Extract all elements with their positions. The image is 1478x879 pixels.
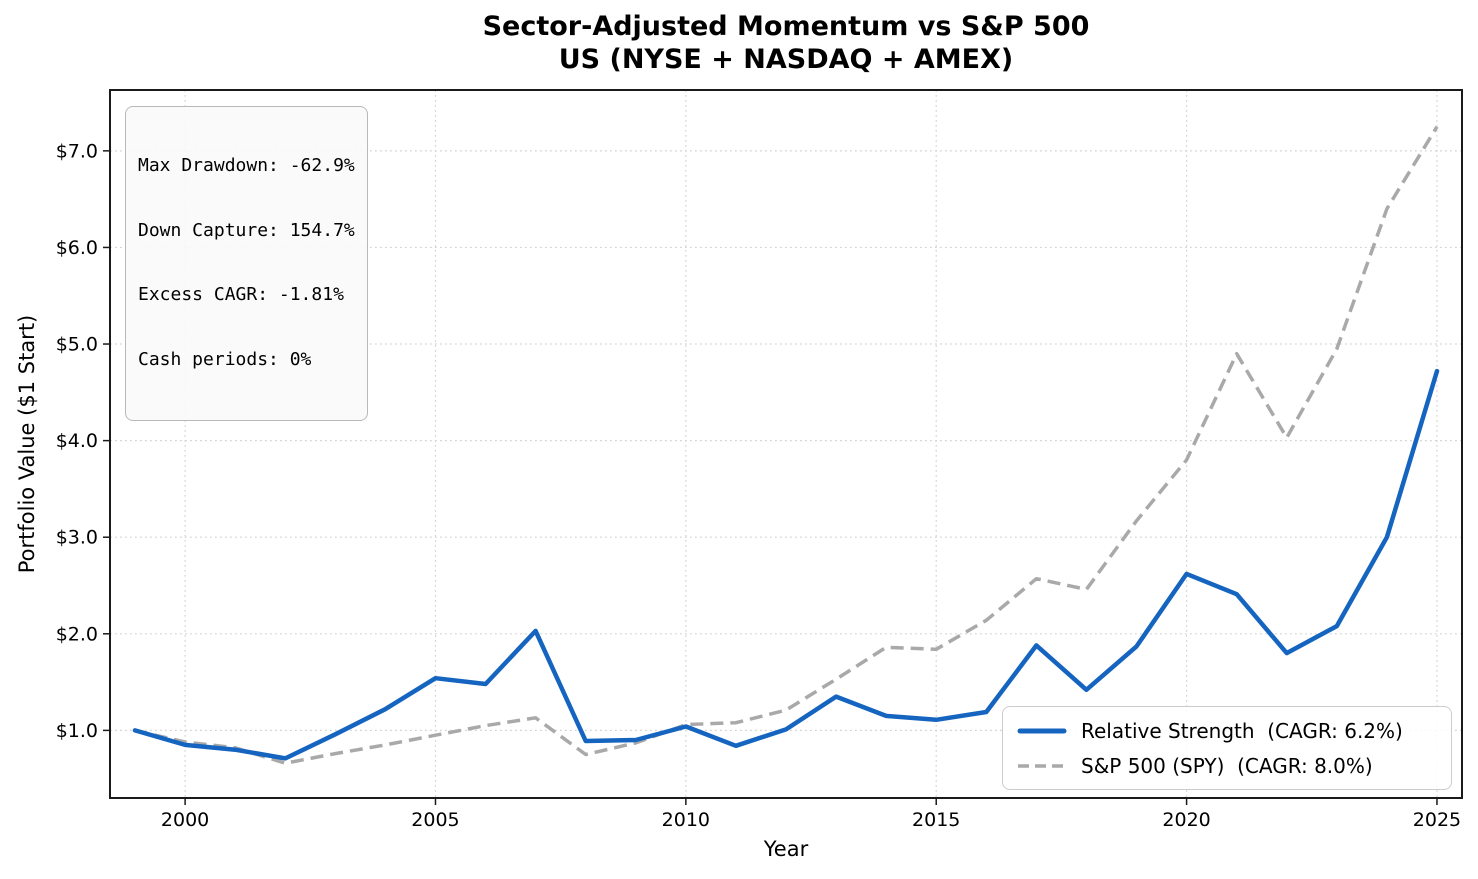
series-line-s-p-500-spy-cagr-8-0 [134, 125, 1439, 765]
stat-cash-periods: Cash periods: 0% [138, 348, 312, 370]
x-tick-label: 2010 [662, 809, 710, 831]
x-tick-label: 2025 [1413, 809, 1461, 831]
legend-label-relative-strength: Relative Strength (CAGR: 6.2%) [1081, 718, 1403, 743]
y-tick-label: $2.0 [56, 623, 98, 645]
legend: Relative Strength (CAGR: 6.2%) S&P 500 (… [1002, 706, 1452, 790]
stat-down-capture: Down Capture: 154.7% [138, 219, 355, 241]
x-axis-label: Year [763, 837, 809, 861]
y-tick-label: $3.0 [56, 527, 98, 549]
legend-item-sp500: S&P 500 (SPY) (CAGR: 8.0%) [1017, 754, 1437, 778]
stat-excess-cagr: Excess CAGR: -1.81% [138, 284, 344, 305]
y-tick-label: $7.0 [56, 140, 98, 162]
legend-dashed-line-icon [1018, 763, 1066, 768]
x-tick-label: 2005 [411, 809, 459, 831]
legend-solid-line-icon [1017, 728, 1067, 733]
tick-labels: 2000 2005 2010 2015 2020 2025 $1.0 $2.0 $3.0 $4.0… [56, 140, 1461, 831]
series-lines [132, 125, 1440, 765]
y-tick-label: $6.0 [56, 237, 98, 259]
legend-label-sp500: S&P 500 (SPY) (CAGR: 8.0%) [1081, 753, 1373, 778]
stat-max-drawdown: Max Drawdown: -62.9% [138, 155, 355, 176]
chart-title-line2: US (NYSE + NASDAQ + AMEX) [558, 44, 1014, 75]
chart-title: Sector-Adjusted Momentum vs S&P 500 US (… [110, 10, 1462, 76]
stats-box: Max Drawdown: -62.9% Down Capture: 154.7… [125, 106, 368, 421]
tick-marks [103, 150, 1438, 805]
plot-border [109, 89, 1463, 799]
y-tick-label: $5.0 [56, 334, 98, 356]
series-line-relative-strength-cagr-6-2 [132, 368, 1440, 761]
legend-item-relative-strength: Relative Strength (CAGR: 6.2%) [1017, 719, 1437, 743]
y-axis-label: Portfolio Value ($1 Start) [15, 314, 39, 574]
x-tick-label: 2015 [912, 809, 960, 831]
y-tick-label: $4.0 [56, 430, 98, 452]
chart-title-line1: Sector-Adjusted Momentum vs S&P 500 [482, 11, 1090, 42]
x-tick-label: 2020 [1162, 809, 1210, 831]
x-tick-label: 2000 [161, 809, 209, 831]
y-tick-label: $1.0 [56, 720, 98, 742]
